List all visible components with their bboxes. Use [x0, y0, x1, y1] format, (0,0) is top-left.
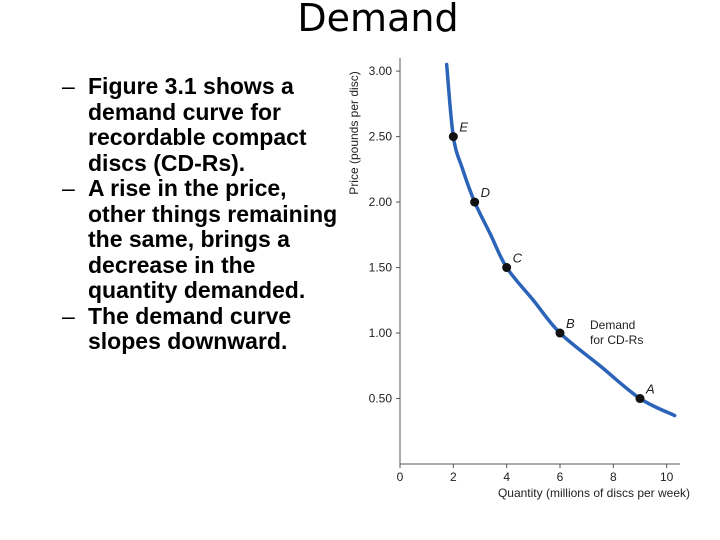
- point-c-marker: [502, 263, 512, 273]
- x-tick-label: 4: [503, 470, 510, 484]
- x-axis-title: Quantity (millions of discs per week): [498, 486, 690, 500]
- bullet-text: Figure 3.1 shows a demand curve for reco…: [88, 73, 307, 176]
- y-tick-label: 2.00: [369, 195, 393, 209]
- x-tick-label: 6: [557, 470, 564, 484]
- bullet-text: The demand curve slopes downward.: [88, 302, 292, 354]
- chart-points: E D C B A: [448, 120, 655, 404]
- x-tick-label: 0: [397, 470, 404, 484]
- bullet-item: – A rise in the price, other things remai…: [60, 175, 350, 304]
- point-e-label: E: [459, 120, 468, 135]
- point-a-label: A: [645, 382, 655, 397]
- point-b-marker: [555, 328, 565, 338]
- chart-ticks: 0.50 1.00 1.50 2.00 2.50 3.00 0 2 4 6 8 10: [369, 64, 674, 484]
- demand-chart: 0.50 1.00 1.50 2.00 2.50 3.00 0 2 4 6 8 10 E D C B A Qu…: [347, 58, 690, 500]
- demand-curve: [444, 62, 677, 418]
- x-tick-label: 10: [660, 470, 674, 484]
- slide-title: Demand: [297, 0, 459, 40]
- bullet-list: – Figure 3.1 shows a demand curve for rec…: [60, 73, 350, 355]
- chart-curve-group: [444, 62, 677, 418]
- dash-marker: –: [62, 302, 75, 329]
- curve-annotation-line2: for CD-Rs: [590, 333, 643, 347]
- dash-marker: –: [62, 73, 75, 99]
- y-tick-label: 1.50: [369, 261, 393, 275]
- y-tick-label: 3.00: [369, 64, 393, 78]
- y-tick-label: 1.00: [369, 326, 393, 340]
- bullet-item: – Figure 3.1 shows a demand curve for rec…: [60, 73, 350, 176]
- point-c-label: C: [513, 251, 523, 266]
- point-a-marker: [635, 394, 645, 404]
- bullet-text: A rise in the price, other things remain…: [88, 175, 338, 303]
- chart-axes: [399, 58, 680, 465]
- point-d-marker: [470, 197, 480, 207]
- x-tick-label: 2: [450, 470, 457, 484]
- dash-marker: –: [62, 175, 75, 201]
- point-d-label: D: [481, 185, 490, 200]
- y-tick-label: 2.50: [369, 130, 393, 144]
- point-e-marker: [448, 132, 458, 142]
- curve-annotation-line1: Demand: [590, 318, 635, 332]
- bullet-item: – The demand curve slopes downward.: [60, 302, 350, 355]
- y-tick-label: 0.50: [369, 392, 393, 406]
- y-axis-title: Price (pounds per disc): [347, 71, 361, 194]
- x-tick-label: 8: [610, 470, 617, 484]
- point-b-label: B: [566, 316, 575, 331]
